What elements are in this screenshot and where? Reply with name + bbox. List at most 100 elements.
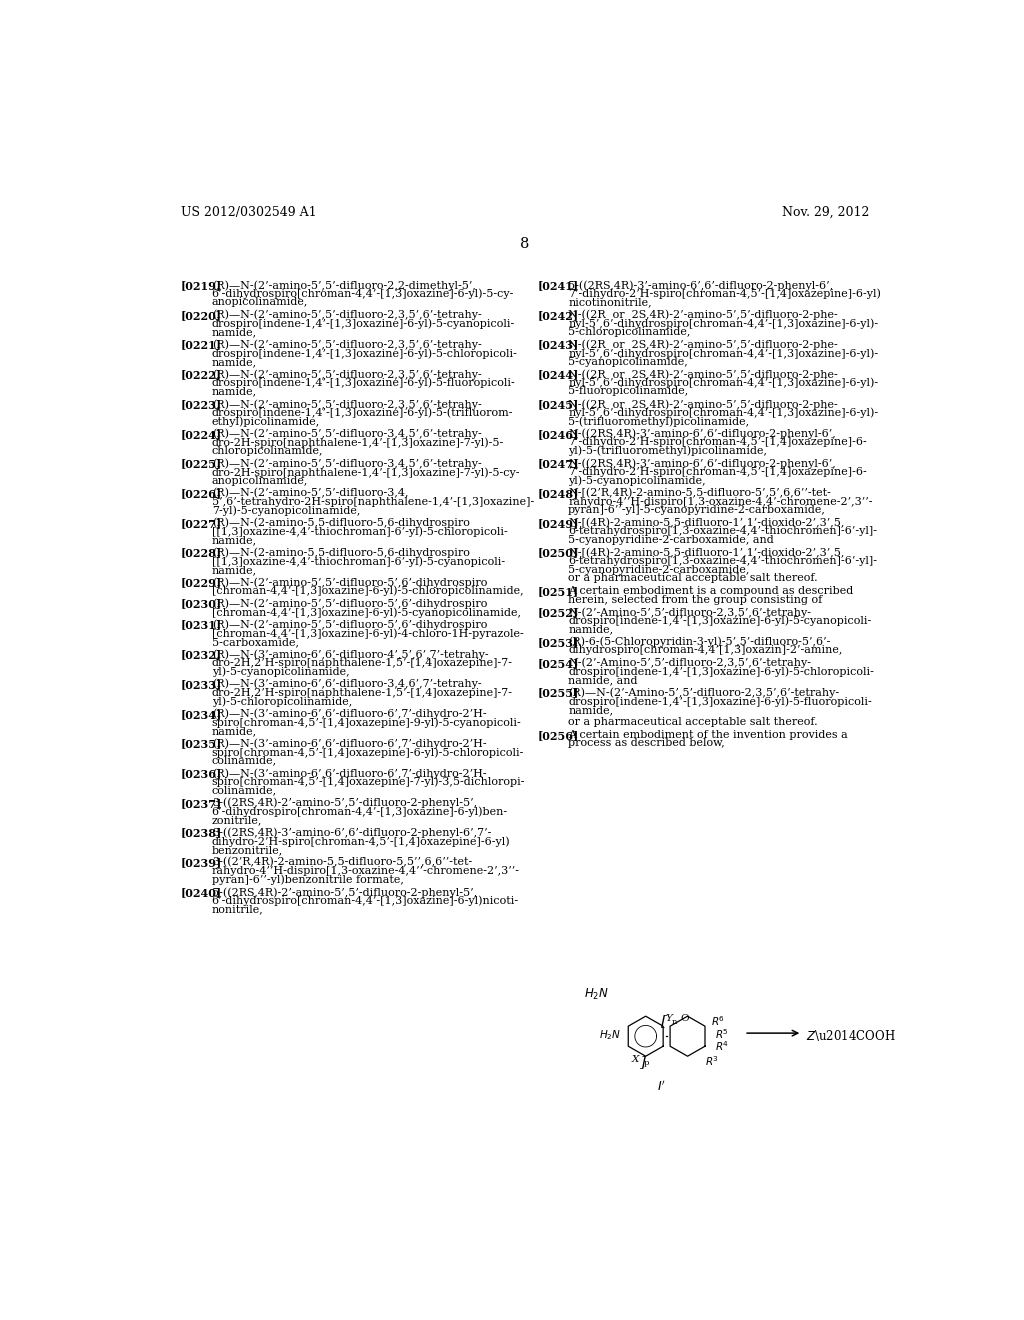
Text: (R)-6-(5-Chloropyridin-3-yl)-5’,5’-difluoro-5’,6’-: (R)-6-(5-Chloropyridin-3-yl)-5’,5’-diflu… [568,636,830,647]
Text: nyl-5’,6’-dihydrospiro[chroman-4,4’-[1,3]oxazine]-6-yl)-: nyl-5’,6’-dihydrospiro[chroman-4,4’-[1,3… [568,378,879,388]
Text: $H_2N$: $H_2N$ [584,987,608,1002]
Text: or a pharmaceutical acceptable salt thereof.: or a pharmaceutical acceptable salt ther… [568,573,818,583]
Text: 7-yl)-5-cyanopicolinamide,: 7-yl)-5-cyanopicolinamide, [212,506,360,516]
Text: yl)-5-chloropicolinamide,: yl)-5-chloropicolinamide, [212,696,352,706]
Text: (R)—N-(2’-amino-5’,5’-difluoro-2,2-dimethyl-5’,: (R)—N-(2’-amino-5’,5’-difluoro-2,2-dimet… [212,280,475,290]
Text: namide,: namide, [212,726,257,735]
Text: [0238]: [0238] [180,828,222,838]
Text: $R^4$: $R^4$ [716,1039,730,1053]
Text: Nov. 29, 2012: Nov. 29, 2012 [781,206,869,219]
Text: 5-((2RS,4R)-3’-amino-6’,6’-difluoro-2-phenyl-6’,: 5-((2RS,4R)-3’-amino-6’,6’-difluoro-2-ph… [568,280,834,290]
Text: anopicolinamide,: anopicolinamide, [212,475,308,486]
Text: [chroman-4,4’-[1,3]oxazine]-6-yl)-5-chloropicolinamide,: [chroman-4,4’-[1,3]oxazine]-6-yl)-5-chlo… [212,586,523,597]
Text: N-(2’-Amino-5’,5’-difluoro-2,3,5’,6’-tetrahy-: N-(2’-Amino-5’,5’-difluoro-2,3,5’,6’-tet… [568,657,811,668]
Text: 7’-dihydro-2’H-spiro[chroman-4,5’-[1,4]oxazepine]-6-: 7’-dihydro-2’H-spiro[chroman-4,5’-[1,4]o… [568,467,867,477]
Text: [0253]: [0253] [538,636,579,648]
Text: [0246]: [0246] [538,429,579,440]
Text: [chroman-4,4’-[1,3]oxazine]-6-yl)-4-chloro-1H-pyrazole-: [chroman-4,4’-[1,3]oxazine]-6-yl)-4-chlo… [212,628,523,639]
Text: herein, selected from the group consisting of: herein, selected from the group consisti… [568,594,822,605]
Text: dihydrospiro[chroman-4,4’[1,3]oxazin]-2’-amine,: dihydrospiro[chroman-4,4’[1,3]oxazin]-2’… [568,645,843,655]
Text: [0252]: [0252] [538,607,579,618]
Text: 5-((2RS,4R)-2’-amino-5’,5’-difluoro-2-phenyl-5’,: 5-((2RS,4R)-2’-amino-5’,5’-difluoro-2-ph… [212,887,477,898]
Text: dro-2H-spiro[naphthalene-1,4’-[1,3]oxazine]-7-yl)-5-: dro-2H-spiro[naphthalene-1,4’-[1,3]oxazi… [212,437,504,447]
Text: anopicolinamide,: anopicolinamide, [212,297,308,308]
Text: [0255]: [0255] [538,688,579,698]
Text: [0249]: [0249] [538,517,579,529]
Text: 5-fluoropicolinamide,: 5-fluoropicolinamide, [568,387,688,396]
Text: N-((2RS,4R)-3’-amino-6’,6’-difluoro-2-phenyl-6’,: N-((2RS,4R)-3’-amino-6’,6’-difluoro-2-ph… [568,429,836,440]
Text: 6-tetrahydrospiro[1,3-oxazine-4,4’-thiochromen]-6’-yl]-: 6-tetrahydrospiro[1,3-oxazine-4,4’-thioc… [568,556,878,566]
Text: nyl-5’,6’-dihydrospiro[chroman-4,4’-[1,3]oxazine]-6-yl)-: nyl-5’,6’-dihydrospiro[chroman-4,4’-[1,3… [568,348,879,359]
Text: [0219]: [0219] [180,280,222,292]
Text: 3-((2’R,4R)-2-amino-5,5-difluoro-5,5’’,6,6’’-tet-: 3-((2’R,4R)-2-amino-5,5-difluoro-5,5’’,6… [212,857,472,867]
Text: namide,: namide, [212,356,257,367]
Text: n: n [672,1018,677,1026]
Text: drospiro[indene-1,4’-[1,3]oxazine]-6-yl)-5-chloropicoli-: drospiro[indene-1,4’-[1,3]oxazine]-6-yl)… [212,348,517,359]
Text: or a pharmaceutical acceptable salt thereof.: or a pharmaceutical acceptable salt ther… [568,717,818,727]
Text: [0236]: [0236] [180,768,222,779]
Text: 5’,6’-tetrahydro-2H-spiro[naphthalene-1,4’-[1,3]oxazine]-: 5’,6’-tetrahydro-2H-spiro[naphthalene-1,… [212,496,534,507]
Text: [0229]: [0229] [180,577,222,589]
Text: namide,: namide, [212,327,257,337]
Text: (R)—N-(2-amino-5,5-difluoro-5,6-dihydrospiro: (R)—N-(2-amino-5,5-difluoro-5,6-dihydros… [212,517,470,528]
Text: drospiro[indene-1,4’-[1,3]oxazine]-6-yl)-5-fluoropicoli-: drospiro[indene-1,4’-[1,3]oxazine]-6-yl)… [212,378,515,388]
Text: 5-carboxamide,: 5-carboxamide, [212,636,299,647]
Text: [0226]: [0226] [180,488,222,499]
Text: 8: 8 [520,238,529,251]
Text: rahydro-4’’H-dispiro[1,3-oxazine-4,4’’-chromene-2’,3’’-: rahydro-4’’H-dispiro[1,3-oxazine-4,4’’-c… [212,866,520,876]
Text: (R)—N-(2’-amino-5’,5’-difluoro-3,4,: (R)—N-(2’-amino-5’,5’-difluoro-3,4, [212,488,409,499]
Text: [0240]: [0240] [180,887,222,898]
Text: [[1,3]oxazine-4,4’-thiochroman]-6’-yl)-5-cyanopicoli-: [[1,3]oxazine-4,4’-thiochroman]-6’-yl)-5… [212,556,505,566]
Text: nonitrile,: nonitrile, [212,904,263,915]
Text: 5-cyanopyridine-2-carboxamide, and: 5-cyanopyridine-2-carboxamide, and [568,535,774,545]
Text: $R^6$: $R^6$ [711,1014,725,1028]
Text: nyl-5’,6’-dihydrospiro[chroman-4,4’-[1,3]oxazine]-6-yl)-: nyl-5’,6’-dihydrospiro[chroman-4,4’-[1,3… [568,318,879,329]
Text: [chroman-4,4’-[1,3]oxazine]-6-yl)-5-cyanopicolinamide,: [chroman-4,4’-[1,3]oxazine]-6-yl)-5-cyan… [212,607,520,618]
Text: 6’-dihydrospiro[chroman-4,4’-[1,3]oxazine]-6-yl)nicoti-: 6’-dihydrospiro[chroman-4,4’-[1,3]oxazin… [212,895,519,906]
Text: benzonitrile,: benzonitrile, [212,845,283,855]
Text: N-((2R  or  2S,4R)-2’-amino-5’,5’-difluoro-2-phe-: N-((2R or 2S,4R)-2’-amino-5’,5’-difluoro… [568,370,838,380]
Text: [0251]: [0251] [538,586,579,597]
Text: [0243]: [0243] [538,339,579,351]
Text: pyran]-6’’-yl]-5-cyanopyridine-2-carboxamide,: pyran]-6’’-yl]-5-cyanopyridine-2-carboxa… [568,506,826,515]
Text: A certain embodiment is a compound as described: A certain embodiment is a compound as de… [568,586,853,595]
Text: (R)—N-(2’-amino-5’,5’-difluoro-5’,6’-dihydrospiro: (R)—N-(2’-amino-5’,5’-difluoro-5’,6’-dih… [212,577,487,587]
Text: spiro[chroman-4,5’-[1,4]oxazepine]-9-yl)-5-cyanopicoli-: spiro[chroman-4,5’-[1,4]oxazepine]-9-yl)… [212,717,521,727]
Text: X: X [632,1055,639,1064]
Text: [0230]: [0230] [180,598,222,610]
Text: dro-2H,2’H-spiro[naphthalene-1,5’-[1,4]oxazepine]-7-: dro-2H,2’H-spiro[naphthalene-1,5’-[1,4]o… [212,688,513,697]
Text: [0224]: [0224] [180,429,222,440]
Text: [0234]: [0234] [180,709,222,719]
Text: zonitrile,: zonitrile, [212,814,262,825]
Text: [0220]: [0220] [180,310,222,321]
Text: $R^3$: $R^3$ [705,1055,719,1068]
Text: process as described below,: process as described below, [568,738,725,748]
Text: (R)—N-(2’-amino-5’,5’-difluoro-2,3,5’,6’-tetrahy-: (R)—N-(2’-amino-5’,5’-difluoro-2,3,5’,6’… [212,370,481,380]
Text: namide,: namide, [212,387,257,396]
Text: 3-((2RS,4R)-3’-amino-6’,6’-difluoro-2-phenyl-6’,7’-: 3-((2RS,4R)-3’-amino-6’,6’-difluoro-2-ph… [212,828,492,838]
Text: drospiro[indene-1,4’-[1,3]oxazine]-6-yl)-5-chloropicoli-: drospiro[indene-1,4’-[1,3]oxazine]-6-yl)… [568,667,874,677]
Text: [0222]: [0222] [180,370,222,380]
Text: (R)—N-(2’-amino-5’,5’-difluoro-3,4,5’,6’-tetrahy-: (R)—N-(2’-amino-5’,5’-difluoro-3,4,5’,6’… [212,458,481,469]
Text: 5-(trifluoromethyl)picolinamide,: 5-(trifluoromethyl)picolinamide, [568,416,750,426]
Text: N-[(4R)-2-amino-5,5-difluoro-1’,1’-dioxido-2’,3’,5,: N-[(4R)-2-amino-5,5-difluoro-1’,1’-dioxi… [568,517,845,528]
Text: 6-tetrahydrospiro[1,3-oxazine-4,4’-thiochromen]-6’-yl]-: 6-tetrahydrospiro[1,3-oxazine-4,4’-thioc… [568,527,878,536]
Text: dro-2H,2’H-spiro[naphthalene-1,5’-[1,4]oxazepine]-7-: dro-2H,2’H-spiro[naphthalene-1,5’-[1,4]o… [212,657,513,668]
Text: $R^5$: $R^5$ [716,1027,729,1040]
Text: ethyl)picolinamide,: ethyl)picolinamide, [212,416,319,426]
Text: drospiro[indene-1,4’-[1,3]oxazine]-6-yl)-5-(trifluorom-: drospiro[indene-1,4’-[1,3]oxazine]-6-yl)… [212,408,513,418]
Text: $I'$: $I'$ [656,1080,666,1094]
Text: N-[(4R)-2-amino-5,5-difluoro-1’,1’-dioxido-2’,3’,5,: N-[(4R)-2-amino-5,5-difluoro-1’,1’-dioxi… [568,548,845,558]
Text: drospiro[indene-1,4’-[1,3]oxazine]-6-yl)-5-cyanopicoli-: drospiro[indene-1,4’-[1,3]oxazine]-6-yl)… [568,615,871,626]
Text: [0232]: [0232] [180,649,222,660]
Text: N-((2R  or  2S,4R)-2’-amino-5’,5’-difluoro-2-phe-: N-((2R or 2S,4R)-2’-amino-5’,5’-difluoro… [568,399,838,409]
Text: N-((2R  or  2S,4R)-2’-amino-5’,5’-difluoro-2-phe-: N-((2R or 2S,4R)-2’-amino-5’,5’-difluoro… [568,310,838,321]
Text: chloropicolinamide,: chloropicolinamide, [212,446,324,455]
Text: (R)—N-(3’-amino-6’,6’-difluoro-4’,5’,6’,7’-tetrahy-: (R)—N-(3’-amino-6’,6’-difluoro-4’,5’,6’,… [212,649,488,660]
Text: [0245]: [0245] [538,399,579,411]
Text: (R)—N-(2’-amino-5’,5’-difluoro-2,3,5’,6’-tetrahy-: (R)—N-(2’-amino-5’,5’-difluoro-2,3,5’,6’… [212,339,481,350]
Text: A certain embodiment of the invention provides a: A certain embodiment of the invention pr… [568,730,848,739]
Text: pyran]-6’’-yl)benzonitrile formate,: pyran]-6’’-yl)benzonitrile formate, [212,875,403,886]
Text: drospiro[indene-1,4’-[1,3]oxazine]-6-yl)-5-cyanopicoli-: drospiro[indene-1,4’-[1,3]oxazine]-6-yl)… [212,318,515,329]
Text: namide, and: namide, and [568,675,638,685]
